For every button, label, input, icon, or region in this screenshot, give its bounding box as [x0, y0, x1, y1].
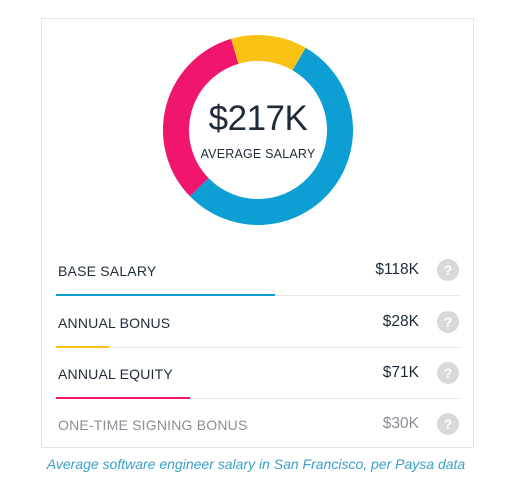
row-annual-equity: ANNUAL EQUITY $71K ?: [56, 348, 461, 399]
row-label: ANNUAL BONUS: [58, 315, 171, 331]
average-salary-amount: $217K: [208, 99, 308, 138]
help-icon[interactable]: ?: [437, 311, 459, 333]
donut-slice-base-salary: [189, 47, 353, 225]
row-share-bar: [56, 294, 275, 296]
row-value: $118K: [375, 261, 419, 278]
row-label: ANNUAL EQUITY: [58, 366, 173, 382]
salary-donut-chart: [163, 35, 353, 225]
donut-slice-annual-bonus: [231, 35, 306, 71]
row-base-salary: BASE SALARY $118K ?: [56, 245, 461, 296]
salary-card: $217K AVERAGE SALARY BASE SALARY $118K ?…: [41, 18, 474, 448]
row-value: $30K: [382, 415, 419, 432]
help-icon[interactable]: ?: [437, 413, 459, 435]
row-share-bar: [56, 346, 109, 348]
average-salary-label: AVERAGE SALARY: [200, 147, 316, 161]
row-signing-bonus: ONE-TIME SIGNING BONUS $30K ?: [56, 399, 461, 450]
row-value: $28K: [382, 313, 419, 330]
row-label: BASE SALARY: [58, 263, 157, 279]
help-icon[interactable]: ?: [437, 259, 459, 281]
row-annual-bonus: ANNUAL BONUS $28K ?: [56, 297, 461, 348]
row-divider: [56, 398, 461, 399]
row-value: $71K: [382, 364, 419, 381]
row-label: ONE-TIME SIGNING BONUS: [58, 417, 248, 433]
figure-caption: Average software engineer salary in San …: [46, 456, 466, 472]
row-share-bar: [56, 397, 190, 399]
row-divider: [56, 347, 461, 348]
help-icon[interactable]: ?: [437, 362, 459, 384]
donut-slice-annual-equity: [163, 38, 239, 197]
